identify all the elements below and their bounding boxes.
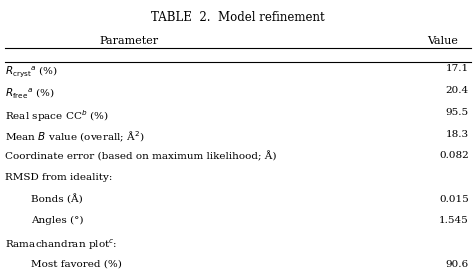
Text: TABLE  2.  Model refinement: TABLE 2. Model refinement <box>151 11 325 24</box>
Text: Parameter: Parameter <box>99 36 158 46</box>
Text: Angles (°): Angles (°) <box>31 216 87 225</box>
Text: Value: Value <box>427 36 458 46</box>
Text: 90.6: 90.6 <box>446 260 469 269</box>
Text: Mean $B$ value (overall; Å$^{2}$): Mean $B$ value (overall; Å$^{2}$) <box>5 130 144 144</box>
Text: Coordinate error (based on maximum likelihood; Å): Coordinate error (based on maximum likel… <box>5 151 279 162</box>
Text: 95.5: 95.5 <box>446 108 469 117</box>
Text: 17.1: 17.1 <box>446 64 469 73</box>
Text: Bonds (Å): Bonds (Å) <box>31 195 83 205</box>
Text: 0.082: 0.082 <box>439 151 469 160</box>
Text: 18.3: 18.3 <box>446 130 469 138</box>
Text: 20.4: 20.4 <box>446 86 469 95</box>
Text: $R_{\mathrm{cryst}}$$^{a}$ (%): $R_{\mathrm{cryst}}$$^{a}$ (%) <box>5 64 58 79</box>
Text: 1.545: 1.545 <box>439 216 469 225</box>
Text: $R_{\mathrm{free}}$$^{a}$ (%): $R_{\mathrm{free}}$$^{a}$ (%) <box>5 86 54 100</box>
Text: Real space CC$^{b}$ (%): Real space CC$^{b}$ (%) <box>5 108 109 124</box>
Text: Most favored (%): Most favored (%) <box>31 260 122 269</box>
Text: 0.015: 0.015 <box>439 195 469 203</box>
Text: Ramachandran plot$^{c}$:: Ramachandran plot$^{c}$: <box>5 238 117 252</box>
Text: RMSD from ideality:: RMSD from ideality: <box>5 173 112 182</box>
